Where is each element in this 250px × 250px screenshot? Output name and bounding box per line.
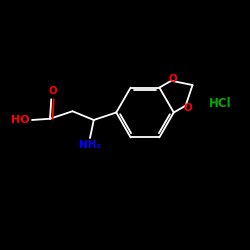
Text: O: O bbox=[183, 102, 192, 113]
Text: NH₂: NH₂ bbox=[79, 140, 101, 150]
Text: O: O bbox=[169, 74, 178, 85]
Text: HCl: HCl bbox=[209, 97, 232, 110]
Text: HO: HO bbox=[12, 115, 30, 125]
Text: O: O bbox=[48, 86, 57, 96]
